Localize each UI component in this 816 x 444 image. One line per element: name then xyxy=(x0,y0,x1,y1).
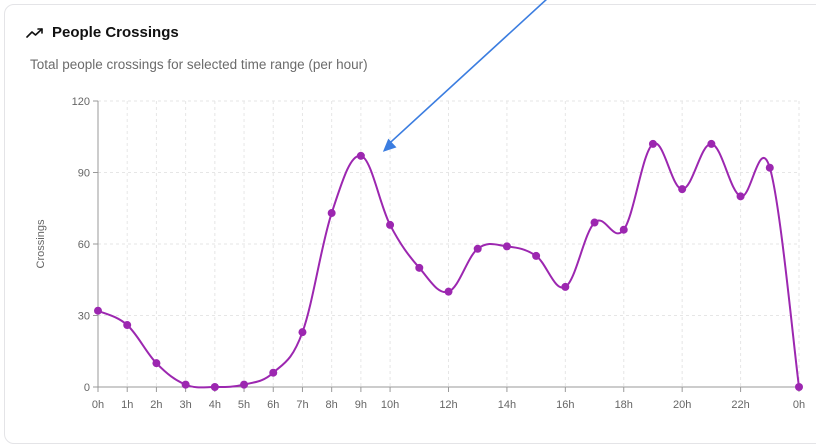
data-point xyxy=(619,225,628,234)
data-point xyxy=(415,263,424,272)
x-tick-label: 12h xyxy=(439,399,457,411)
x-tick-label: 20h xyxy=(673,399,691,411)
data-point xyxy=(444,287,453,296)
data-point xyxy=(765,163,774,172)
data-point xyxy=(590,218,599,227)
y-tick-label: 30 xyxy=(78,311,90,323)
people-crossings-chart: 0 30 60 90 120 0h 1h 2h 3h 4h 5h 6h 7h 8h 9h 10h 12h 14h 1… xyxy=(35,0,805,411)
x-tick-label: 9h xyxy=(355,399,367,411)
data-point xyxy=(532,251,541,260)
data-point xyxy=(707,139,716,148)
data-point xyxy=(269,368,278,377)
x-tick-label: 10h xyxy=(381,399,399,411)
data-point xyxy=(298,328,307,337)
data-point xyxy=(356,151,365,160)
y-axis-label: Crossings xyxy=(35,219,47,268)
y-tick-label: 120 xyxy=(72,96,90,108)
data-point xyxy=(152,359,161,368)
data-point xyxy=(561,282,570,291)
annotation-arrow-shaft xyxy=(388,0,548,145)
annotation-arrow-head xyxy=(382,138,397,152)
card-subtitle: Total people crossings for selected time… xyxy=(30,57,368,72)
x-tick-label: 6h xyxy=(267,399,279,411)
x-tick-label: 3h xyxy=(180,399,192,411)
data-point xyxy=(386,220,395,229)
data-point xyxy=(795,383,803,391)
card-header: People Crossings xyxy=(26,24,179,41)
data-point xyxy=(736,192,745,201)
x-tick-label: 4h xyxy=(209,399,221,411)
x-tick-label: 2h xyxy=(150,399,162,411)
data-point xyxy=(210,383,219,391)
people-crossings-card xyxy=(4,4,816,444)
x-tick-label: 0h xyxy=(92,399,104,411)
data-point xyxy=(240,380,249,389)
data-point xyxy=(181,380,190,389)
y-tick-label: 60 xyxy=(78,239,90,251)
trending-up-icon xyxy=(26,27,43,38)
x-tick-label: 5h xyxy=(238,399,250,411)
data-point xyxy=(123,321,132,330)
y-tick-label: 90 xyxy=(78,168,90,180)
x-tick-label: 22h xyxy=(731,399,749,411)
data-point xyxy=(502,242,511,251)
data-point xyxy=(327,209,336,218)
x-tick-label: 0h xyxy=(793,399,805,411)
data-point xyxy=(473,244,482,253)
data-point xyxy=(648,139,657,148)
x-tick-label: 8h xyxy=(326,399,338,411)
x-tick-label: 14h xyxy=(498,399,516,411)
series-line xyxy=(97,142,800,389)
x-tick-label: 1h xyxy=(121,399,133,411)
y-tick-label: 0 xyxy=(84,382,90,394)
x-tick-label: 7h xyxy=(296,399,308,411)
card-title: People Crossings xyxy=(52,24,179,41)
x-tick-label: 16h xyxy=(556,399,574,411)
x-tick-label: 18h xyxy=(615,399,633,411)
data-point xyxy=(678,185,687,194)
data-point xyxy=(94,306,102,315)
